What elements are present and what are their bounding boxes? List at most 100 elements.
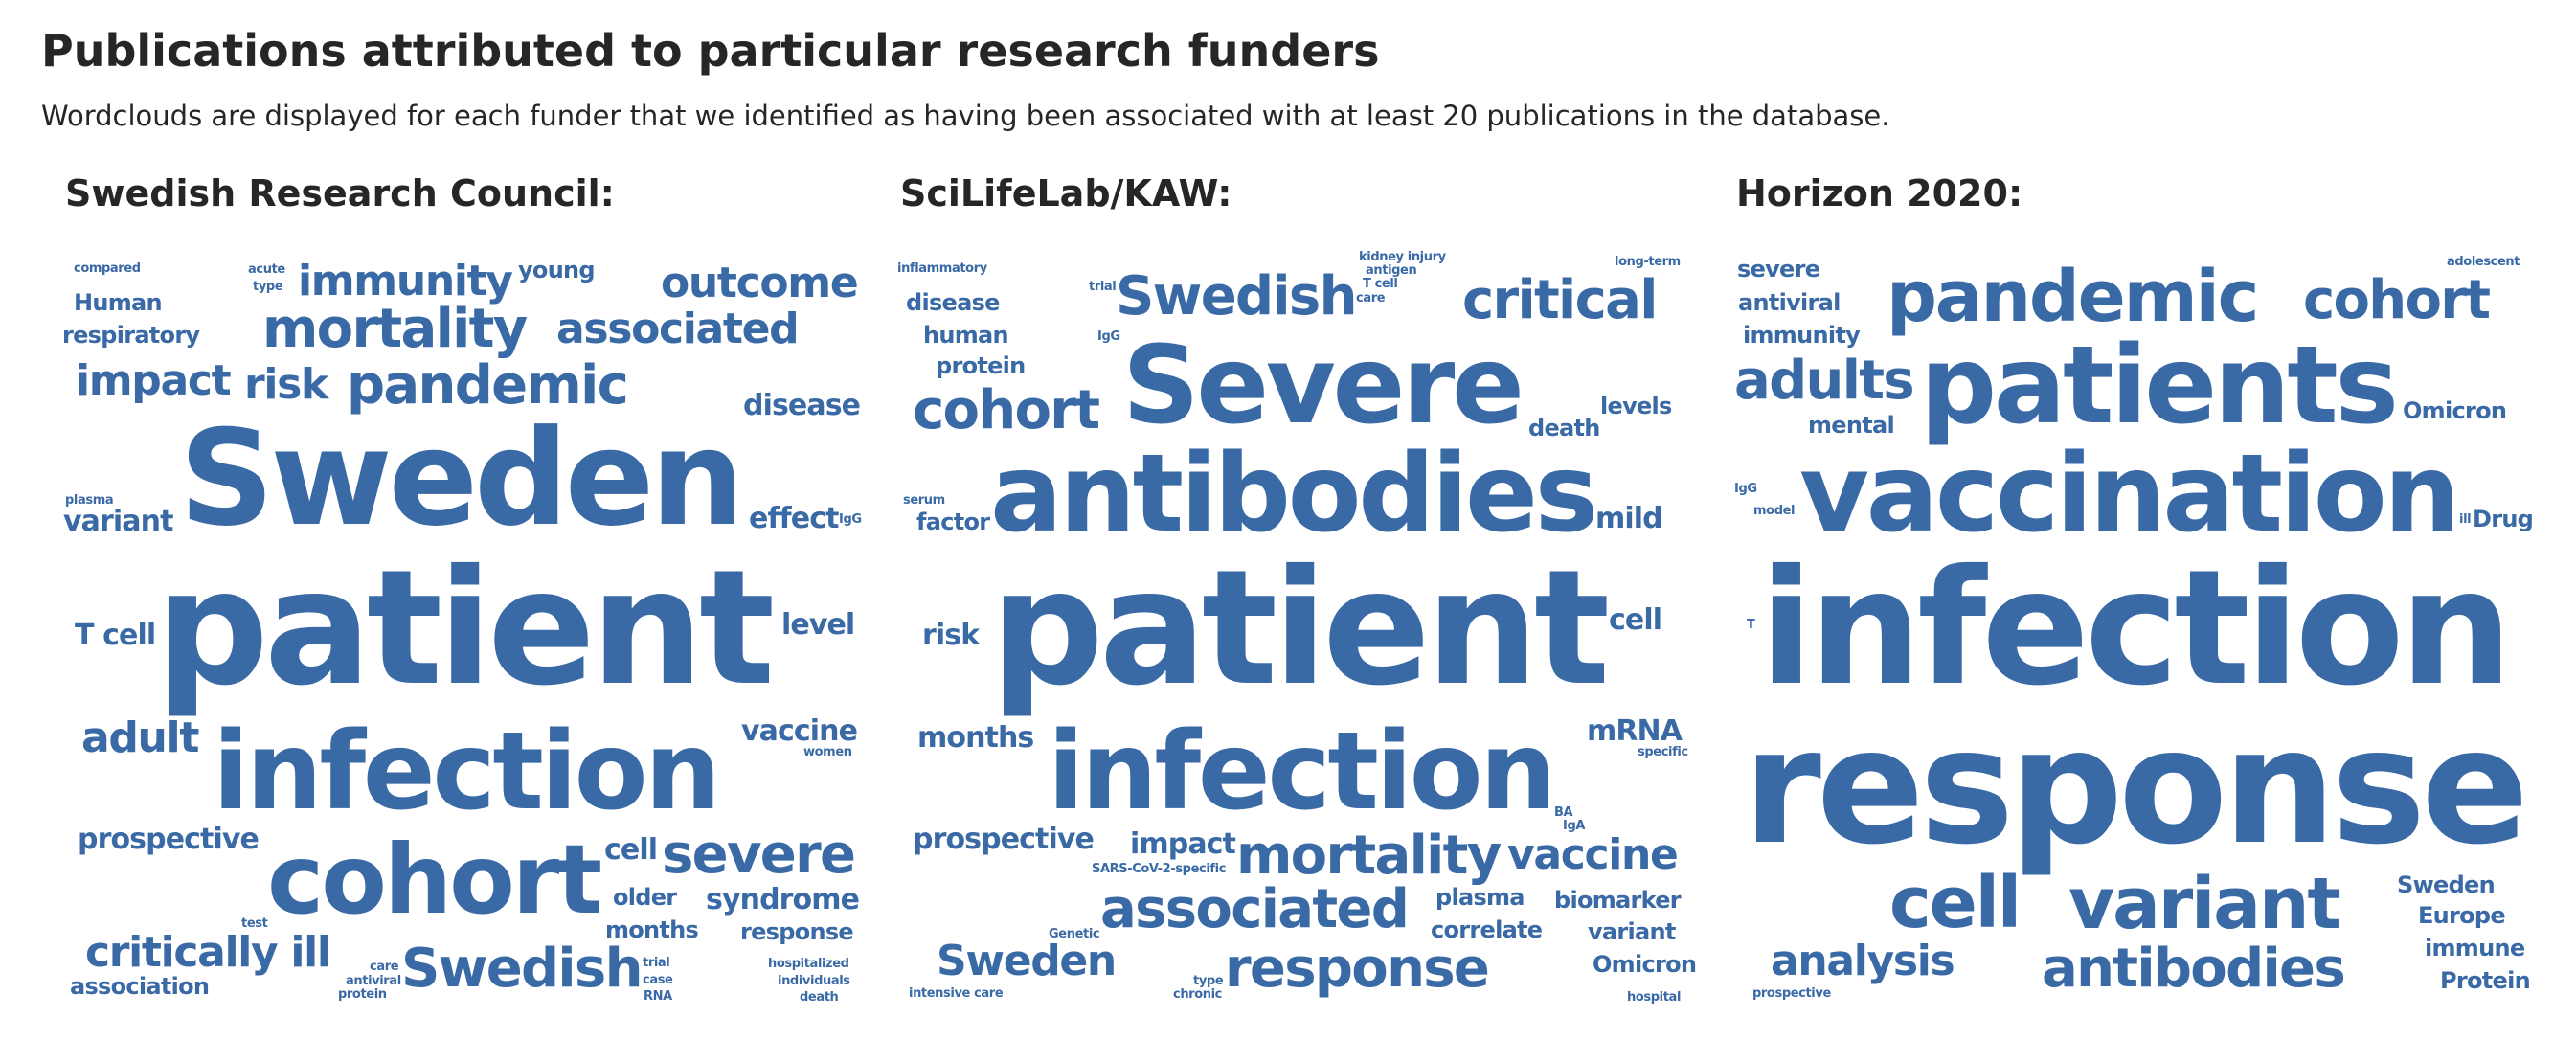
cloud-word: IgG (1734, 482, 1757, 496)
cloud-word: cell (1889, 862, 2022, 944)
cloud-word: IgG (1097, 329, 1120, 344)
cloud-word: IgA (1563, 819, 1586, 833)
cloud-word: Sweden (2397, 871, 2496, 898)
cloud-word: vaccine (1507, 830, 1679, 879)
cloud-word: cell (1609, 603, 1662, 637)
page-subtitle: Wordclouds are displayed for each funder… (41, 100, 1890, 132)
cloud-word: months (917, 721, 1034, 755)
cloud-word: specific (1638, 745, 1688, 759)
cloud-word: response (1225, 938, 1490, 1000)
cloud-word: variant (63, 505, 173, 538)
cloud-word: factor (916, 509, 990, 535)
cloud-word: plasma (65, 493, 114, 508)
cloud-word: patient (990, 536, 1610, 721)
cloud-word: young (518, 257, 596, 283)
cloud-word: respiratory (62, 322, 200, 349)
cloud-word: level (781, 608, 855, 642)
cloud-word: variant (1588, 918, 1676, 945)
cloud-word: response (1743, 695, 2529, 880)
cloud-word: IgG (839, 512, 862, 527)
cloud-word: disease (743, 389, 861, 422)
cloud-word: mRNA (1587, 714, 1683, 748)
cloud-word: Protein (2440, 967, 2531, 994)
cloud-word: kidney injury (1359, 251, 1446, 264)
cloud-word: protein (338, 987, 387, 1002)
funder-name: Swedish Research Council: (65, 172, 615, 215)
cloud-word: Swedish (401, 938, 643, 1000)
cloud-word: risk (244, 360, 328, 409)
cloud-word: mental (1808, 412, 1895, 439)
cloud-word: impact (76, 356, 232, 405)
wordcloud: patient Sweden infection cohort pandemic mort… (62, 251, 862, 1007)
cloud-word: cohort (267, 824, 602, 936)
cloud-word: SARS-CoV-2-specific (1092, 862, 1227, 876)
cloud-word: adult (81, 713, 199, 762)
cloud-word: BA (1554, 805, 1573, 820)
funder-panel-swedish-research-council: Swedish Research Council: patient Sweden i… (43, 172, 867, 1015)
cloud-word: T (1747, 618, 1755, 632)
cloud-word: type (1193, 974, 1224, 988)
cloud-word: care (370, 960, 399, 974)
cloud-word: ill (2459, 512, 2472, 527)
cloud-word: infection (1759, 536, 2513, 721)
cloud-word: T cell (1363, 277, 1398, 291)
cloud-word: adults (1734, 350, 1915, 412)
cloud-word: correlate (1431, 916, 1543, 943)
cloud-word: plasma (1435, 884, 1525, 911)
cloud-word: effect (749, 502, 839, 535)
cloud-word: vaccination (1799, 432, 2460, 556)
cloud-word: mortality (1236, 825, 1502, 887)
cloud-word: compared (74, 261, 141, 276)
cloud-word: Sweden (179, 401, 744, 555)
cloud-word: Severe (1122, 324, 1525, 448)
cloud-word: antiviral (1738, 289, 1841, 316)
cloud-word: pandemic (1887, 256, 2260, 338)
cloud-word: infection (213, 710, 721, 834)
cloud-word: Swedish (1116, 265, 1357, 328)
cloud-word: analysis (1771, 937, 1955, 985)
cloud-word: Omicron (1593, 951, 1697, 978)
cloud-word: impact (1130, 827, 1236, 861)
cloud-word: disease (906, 289, 1000, 316)
cloud-word: trial (643, 956, 670, 970)
cloud-word: protein (936, 352, 1026, 379)
cloud-word: Drug (2473, 506, 2533, 532)
cloud-word: model (1753, 504, 1796, 518)
funder-panel-horizon-2020: Horizon 2020: infection response vaccinati… (1714, 172, 2538, 1015)
cloud-word: months (605, 916, 699, 943)
cloud-word: adolescent (2447, 255, 2520, 269)
cloud-word: patients (1920, 324, 2399, 448)
cloud-word: prospective (78, 823, 260, 856)
cloud-word: immunity (1743, 322, 1861, 349)
cloud-word: associated (1100, 878, 1410, 940)
page-title: Publications attributed to particular re… (41, 25, 1380, 77)
cloud-word: prospective (1752, 986, 1831, 1001)
cloud-word: hospitalized (768, 957, 849, 971)
cloud-word: trial (1089, 280, 1117, 294)
cloud-word: death (1528, 415, 1600, 441)
cloud-word: care (1356, 291, 1386, 305)
funder-name: Horizon 2020: (1736, 172, 2023, 215)
cloud-word: infection (1048, 710, 1556, 834)
cloud-word: chronic (1173, 987, 1222, 1002)
cloud-word: critically ill (85, 928, 331, 977)
cloud-word: Europe (2418, 902, 2506, 929)
funder-panel-scilifelab-kaw: SciLifeLab/KAW: patient antibodies infecti… (878, 172, 1702, 1015)
cloud-word: older (613, 884, 677, 911)
cloud-word: immune (2425, 935, 2525, 961)
cloud-word: type (253, 280, 283, 294)
cloud-word: inflammatory (897, 261, 987, 276)
cloud-word: Genetic (1049, 927, 1100, 941)
cloud-word: T cell (75, 619, 156, 652)
cloud-word: Human (74, 289, 163, 316)
cloud-word: long-term (1615, 255, 1681, 269)
cloud-word: association (70, 973, 210, 1000)
cloud-word: individuals (778, 974, 850, 988)
cloud-word: cohort (913, 379, 1100, 441)
cloud-word: associated (556, 305, 800, 353)
wordcloud: infection response vaccination patients vari… (1733, 251, 2533, 1007)
cloud-word: pandemic (347, 354, 629, 417)
cloud-word: Sweden (937, 937, 1117, 985)
cloud-word: severe (1737, 256, 1820, 283)
cloud-word: levels (1600, 393, 1672, 419)
